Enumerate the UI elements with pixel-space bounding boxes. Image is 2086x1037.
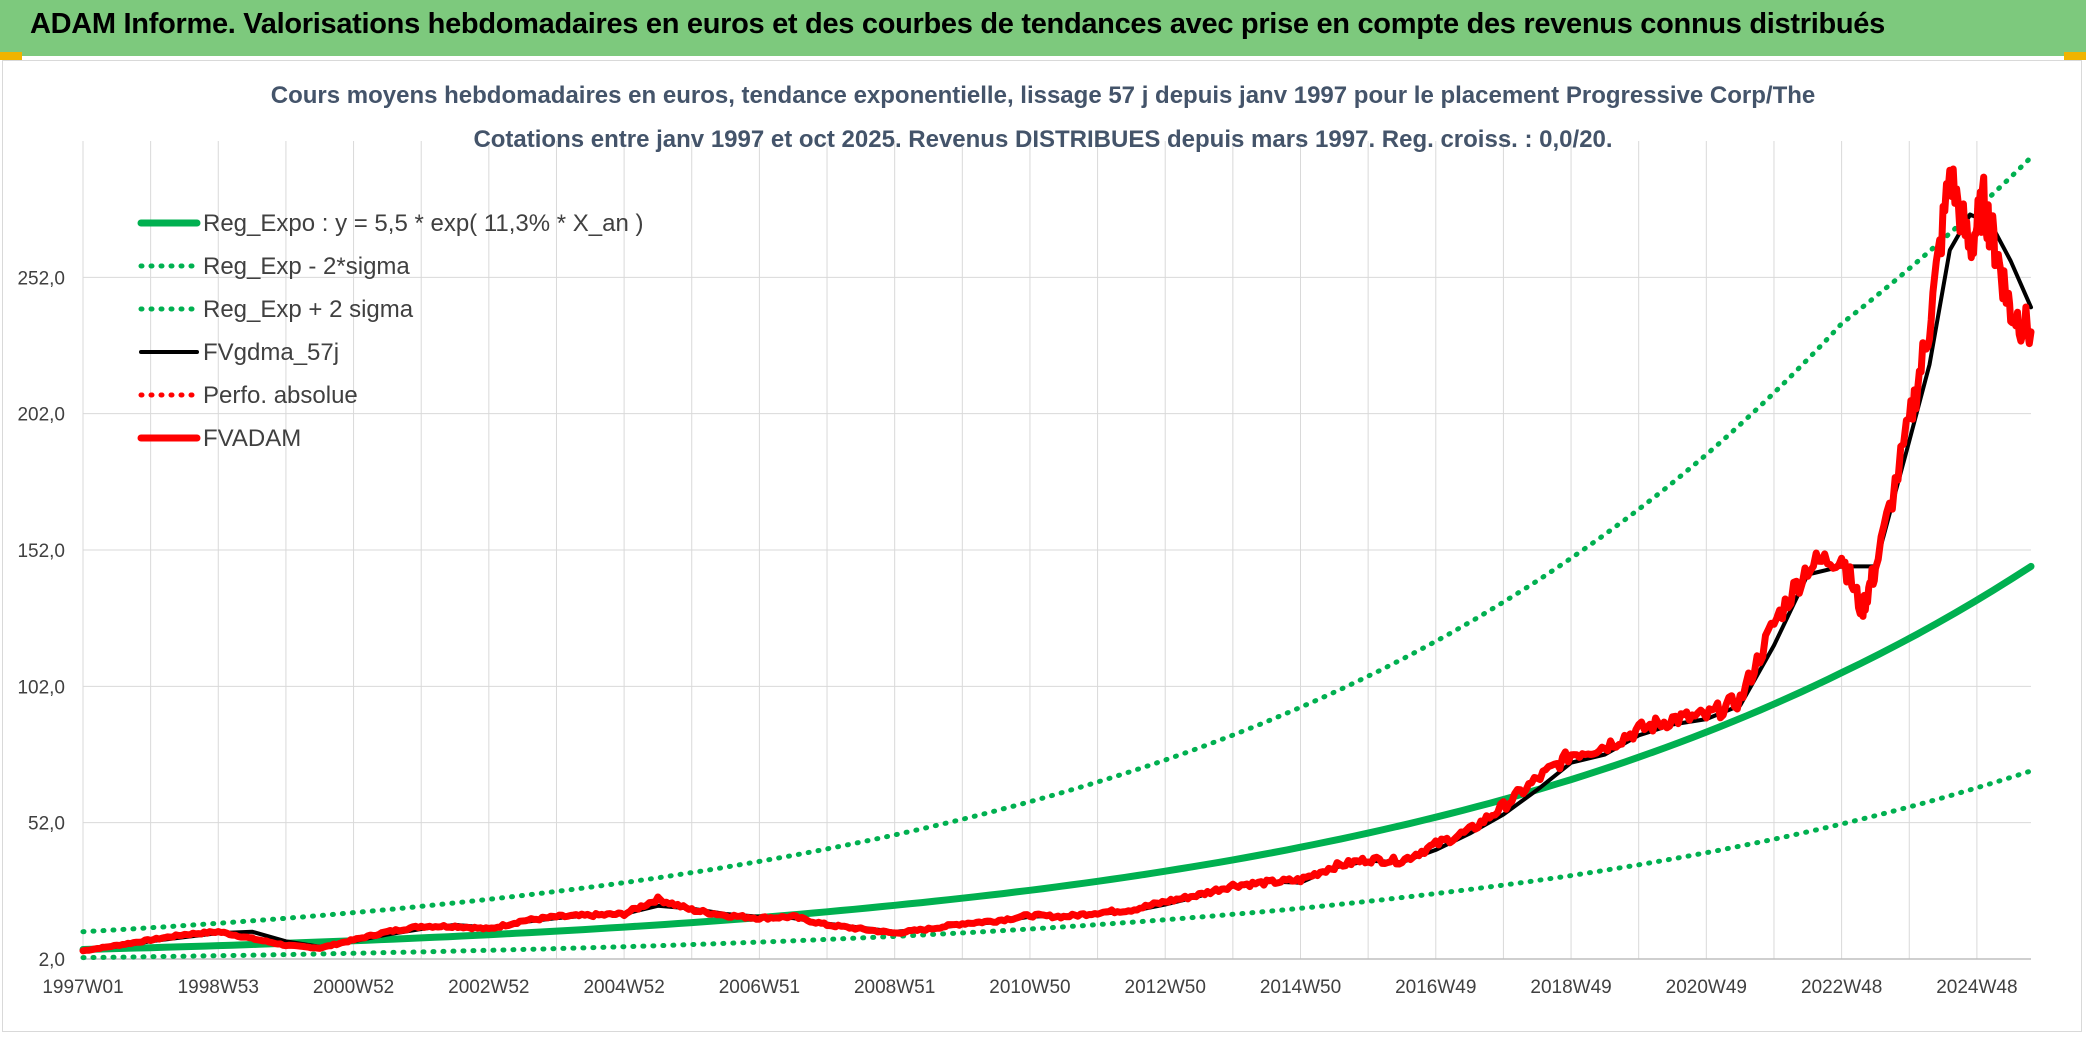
x-tick-label: 2024W48 <box>1936 977 2017 998</box>
legend-fvgdma-label: FVgdma_57j <box>203 339 339 366</box>
legend-reg-exp-minus-label: Reg_Exp - 2*sigma <box>203 253 410 280</box>
x-tick-label: 2018W49 <box>1530 977 1611 998</box>
x-tick-label: 2010W50 <box>989 977 1070 998</box>
chart-area: 2,0 52,0 102,0 152,0 202,0 252,0 1997W01 1998W5… <box>2 60 2082 1032</box>
chart-subtitle: Cotations entre janv 1997 et oct 2025. R… <box>473 126 1612 153</box>
x-tick-label: 2014W50 <box>1260 977 1341 998</box>
y-tick-label: 2,0 <box>39 950 65 971</box>
banner-corner-left <box>0 52 22 60</box>
x-tick-label: 2020W49 <box>1666 977 1747 998</box>
x-tick-label: 2002W52 <box>448 977 529 998</box>
report-title: ADAM Informe. Valorisations hebdomadaire… <box>30 8 1885 40</box>
x-tick-label: 1997W01 <box>42 977 123 998</box>
price-chart: 2,0 52,0 102,0 152,0 202,0 252,0 1997W01 1998W5… <box>17 82 2035 998</box>
fvgdma-57j-line <box>81 212 2033 953</box>
legend-fvadam-label: FVADAM <box>203 425 301 452</box>
x-tick-label: 2012W50 <box>1125 977 1206 998</box>
chart-legend: Reg_Expo : y = 5,5 * exp( 11,3% * X_an )… <box>137 210 643 452</box>
banner-corner-right <box>2064 52 2086 60</box>
y-tick-label: 152,0 <box>17 541 65 562</box>
y-tick-label: 102,0 <box>17 677 65 698</box>
x-tick-label: 2000W52 <box>313 977 394 998</box>
y-tick-label: 202,0 <box>17 405 65 426</box>
x-tick-label: 2004W52 <box>583 977 664 998</box>
report-banner: ADAM Informe. Valorisations hebdomadaire… <box>0 0 2086 60</box>
reg-exp-plus-2sigma-line <box>80 154 2034 935</box>
reg-exp-minus-2sigma-line <box>80 768 2034 961</box>
x-tick-label: 1998W53 <box>178 977 259 998</box>
x-tick-label: 2006W51 <box>719 977 800 998</box>
axes-layer: 2,0 52,0 102,0 152,0 202,0 252,0 1997W01 1998W5… <box>17 268 2031 998</box>
fvadam-line <box>79 165 2035 955</box>
x-tick-label: 2008W51 <box>854 977 935 998</box>
legend-perfo-absolue-label: Perfo. absolue <box>203 382 358 409</box>
x-tick-label: 2016W49 <box>1395 977 1476 998</box>
reg-expo-line <box>79 562 2035 953</box>
x-tick-label: 2022W48 <box>1801 977 1882 998</box>
chart-title: Cours moyens hebdomadaires en euros, ten… <box>271 82 1816 109</box>
grid-layer <box>82 141 2031 959</box>
legend-reg-exp-plus-label: Reg_Exp + 2 sigma <box>203 296 414 323</box>
series-layer <box>79 154 2035 961</box>
y-tick-label: 52,0 <box>28 814 65 835</box>
legend-reg-expo-label: Reg_Expo : y = 5,5 * exp( 11,3% * X_an ) <box>203 210 643 237</box>
y-tick-label: 252,0 <box>17 268 65 289</box>
